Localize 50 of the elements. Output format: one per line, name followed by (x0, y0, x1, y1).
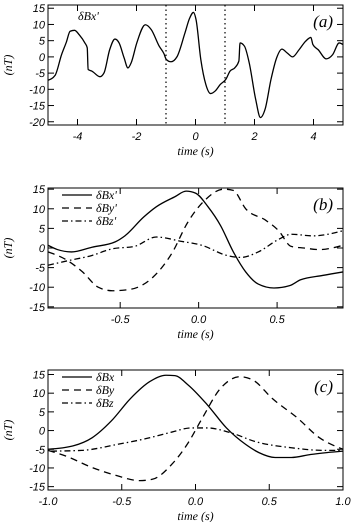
y-tick-label: 15 (32, 184, 46, 196)
annotation: (c) (314, 377, 334, 396)
legend-label: δBy (96, 383, 115, 397)
legend-label: δBz (96, 396, 114, 410)
y-tick-label: 10 (32, 388, 46, 400)
y-tick-label: 10 (32, 19, 46, 32)
y-tick-label: 5 (38, 36, 46, 48)
y-tick-label: -15 (29, 302, 46, 314)
legend-label: δBy' (96, 201, 118, 215)
y-tick-label: -20 (29, 116, 46, 129)
x-tick-label: 0.0 (188, 496, 204, 508)
y-tick-label: -5 (35, 262, 46, 275)
y-tick-label: -10 (29, 462, 46, 475)
x-tick-label: 0.5 (269, 314, 286, 326)
x-tick-label: 0.5 (262, 496, 278, 508)
annotation: δBx' (78, 9, 100, 23)
y-tick-label: 5 (38, 223, 46, 236)
y-tick-label: -10 (29, 282, 46, 294)
y-axis-title: (nT) (1, 420, 15, 440)
y-tick-label: 0 (38, 426, 46, 438)
y-tick-label: 0 (38, 243, 46, 255)
annotation: (a) (313, 12, 334, 31)
y-tick-label: -15 (29, 482, 46, 494)
x-axis-title: time (s) (177, 327, 214, 341)
y-axis-title: (nT) (1, 54, 15, 76)
x-tick-label: 0 (192, 131, 200, 143)
x-tick-label: -2 (132, 131, 142, 143)
y-tick-label: 0 (38, 52, 46, 64)
x-axis-title: time (s) (177, 144, 214, 158)
legend-label: δBx' (96, 188, 118, 202)
y-tick-label: 15 (32, 3, 46, 16)
y-tick-label: 5 (38, 406, 46, 419)
x-tick-label: 1.0 (335, 496, 352, 508)
x-tick-label: -4 (72, 131, 82, 143)
x-tick-label: -0.5 (112, 496, 132, 508)
y-tick-label: -10 (29, 84, 46, 96)
y-tick-label: -5 (35, 444, 46, 456)
x-tick-label: 0.0 (190, 314, 208, 326)
y-axis-title: (nT) (1, 238, 15, 258)
y-tick-label: -15 (29, 100, 46, 113)
y-tick-label: 10 (32, 204, 46, 216)
x-tick-label: 2 (250, 131, 258, 143)
x-tick-label: 4 (310, 131, 317, 143)
y-tick-label: -5 (35, 68, 46, 80)
x-tick-label: -1.0 (38, 496, 58, 508)
legend-label: δBz' (96, 214, 117, 228)
annotation: (b) (313, 195, 334, 214)
legend-label: δBx (96, 370, 115, 384)
y-tick-label: 15 (32, 369, 46, 382)
x-tick-label: -0.5 (110, 314, 131, 326)
